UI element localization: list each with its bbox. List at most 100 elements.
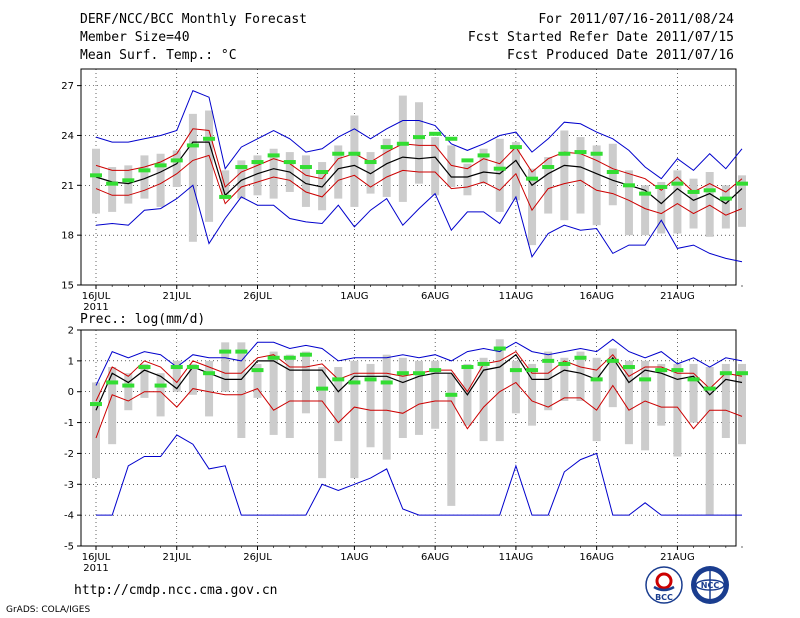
forecast-marker [687, 377, 700, 382]
lower-spread-line [95, 381, 743, 439]
spread-box [301, 351, 310, 414]
y-tick-label: 0 [68, 387, 74, 398]
min-line [95, 184, 743, 263]
forecast-period: For 2011/07/16-2011/08/24 [538, 12, 734, 27]
y-tick-label: -3 [64, 480, 74, 491]
spread-box [738, 363, 746, 445]
spread-box [350, 360, 359, 479]
spread-box [366, 363, 375, 448]
forecast-marker [364, 160, 377, 165]
spread-box [334, 145, 343, 199]
forecast-marker [622, 365, 635, 370]
spread-box [447, 145, 456, 187]
forecast-marker [267, 153, 280, 158]
forecast-marker [122, 178, 135, 183]
forecast-marker [316, 170, 329, 175]
forecast-marker [283, 355, 296, 360]
forecast-marker [558, 361, 571, 366]
forecast-marker [703, 386, 716, 391]
forecast-marker [90, 173, 102, 178]
spread-box [285, 354, 294, 438]
forecast-marker [122, 383, 135, 388]
spread-box [657, 363, 666, 426]
spread-box [657, 181, 666, 234]
spread-box [237, 160, 246, 199]
spread-box [479, 148, 488, 184]
spread-box [221, 170, 230, 196]
spread-box [237, 342, 246, 438]
forecast-marker [671, 368, 684, 373]
y-tick-label: -2 [64, 449, 74, 460]
spread-box [350, 115, 359, 207]
spread-box [108, 367, 117, 445]
spread-box [624, 360, 633, 445]
spread-box [528, 168, 537, 246]
spread-box [156, 153, 165, 207]
spread-box [140, 363, 149, 398]
y-tick-label: -5 [64, 542, 74, 553]
forecast-marker [655, 184, 668, 189]
spread-box [689, 363, 698, 423]
spread-box [560, 357, 569, 401]
forecast-marker [332, 377, 345, 382]
plot-frame [80, 329, 737, 547]
spread-box [511, 360, 520, 414]
forecast-marker [445, 392, 458, 397]
spread-box [576, 351, 585, 401]
grads-credit: GrADS: COLA/IGES [6, 605, 91, 615]
max-line [95, 89, 743, 180]
chart-panel-2: -5 -4 -3 -2 -1 0 1 2 16JUL 21JUL 26JUL 1AUG 6AUG 11AU… [64, 326, 748, 574]
forecast-marker [316, 386, 329, 391]
forecast-marker [461, 365, 474, 370]
spread-box [172, 150, 181, 187]
spread-box [253, 363, 262, 398]
x-tick-label: 16JUL [82, 552, 111, 563]
spread-box [415, 360, 423, 435]
ncc-logo: NCC [691, 566, 729, 604]
forecast-marker [639, 191, 652, 196]
spread-box [721, 185, 730, 229]
forecast-marker [639, 377, 652, 382]
x-tick-label: 16AUG [579, 291, 614, 302]
forecast-marker [445, 136, 458, 141]
forecast-marker [186, 365, 199, 370]
spread-box [495, 138, 504, 212]
forecast-marker [170, 365, 183, 370]
forecast-marker [138, 168, 151, 173]
forecast-marker [154, 163, 167, 168]
forecast-marker [509, 368, 522, 373]
logos: BCC NCC [645, 566, 729, 604]
spread-box [608, 348, 617, 408]
forecast-marker [219, 194, 232, 199]
member-size: Member Size=40 [80, 30, 190, 45]
x-tick-label: 11AUG [499, 552, 534, 563]
y-tick-label: 15 [61, 281, 74, 292]
footer-url[interactable]: http://cmdp.ncc.cma.gov.cn [74, 583, 278, 598]
forecast-marker [186, 143, 199, 148]
forecast-marker [477, 361, 490, 366]
spread-box [269, 148, 278, 199]
forecast-marker [332, 151, 345, 156]
forecast-marker [703, 188, 716, 193]
x-year-label: 2011 [83, 563, 108, 574]
forecast-marker [90, 402, 102, 407]
spread-box [673, 170, 682, 234]
forecast-marker [396, 371, 409, 376]
forecast-marker [622, 183, 635, 188]
forecast-marker [429, 368, 442, 373]
spread-box [124, 165, 133, 204]
spread-box [382, 138, 391, 197]
forecast-marker [299, 352, 312, 357]
forecast-marker [687, 189, 700, 194]
forecast-marker [348, 151, 361, 156]
spread-box [366, 152, 375, 194]
plot-frame [80, 68, 737, 286]
forecast-marker [429, 131, 442, 136]
forecast-marker [203, 136, 216, 141]
forecast-marker [413, 371, 425, 376]
forecast-marker [364, 377, 377, 382]
min-line [96, 434, 742, 516]
spread-box [511, 142, 520, 201]
forecast-marker [251, 368, 264, 373]
